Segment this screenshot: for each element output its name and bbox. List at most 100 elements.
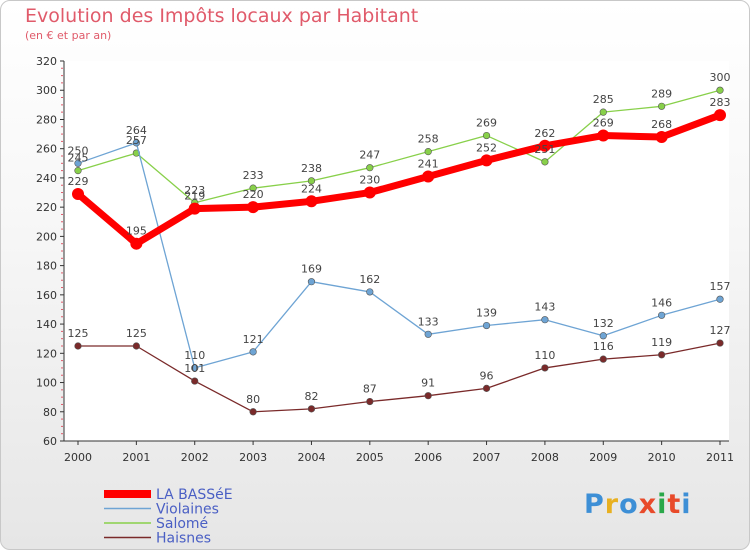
data-point — [599, 332, 607, 340]
y-tick-label: 100 — [36, 377, 57, 390]
x-tick-label: 2004 — [297, 451, 325, 464]
data-point — [714, 109, 726, 122]
y-tick-label: 300 — [36, 84, 57, 97]
data-label: 82 — [304, 390, 318, 403]
data-point — [366, 288, 374, 296]
data-label: 262 — [534, 127, 555, 140]
data-label: 143 — [534, 301, 555, 314]
data-label: 283 — [710, 96, 731, 109]
y-tick-label: 80 — [43, 406, 57, 419]
data-label: 125 — [68, 327, 89, 340]
data-point — [716, 295, 724, 303]
data-label: 110 — [184, 349, 205, 362]
data-label: 229 — [68, 175, 89, 188]
data-point — [132, 139, 140, 147]
plot-area — [64, 61, 729, 441]
data-point — [716, 86, 724, 94]
x-tick-label: 2010 — [648, 451, 676, 464]
x-tick-label: 2008 — [531, 451, 559, 464]
data-label: 195 — [126, 225, 147, 238]
data-point — [482, 131, 491, 140]
data-label: 257 — [126, 134, 147, 147]
data-label: 224 — [301, 182, 322, 195]
data-point — [247, 201, 260, 214]
data-point — [597, 129, 610, 142]
data-point — [424, 148, 432, 156]
legend-label: Salomé — [156, 516, 208, 532]
data-point — [74, 342, 82, 350]
data-label: 269 — [476, 117, 497, 130]
data-label: 238 — [301, 162, 322, 175]
data-point — [655, 131, 668, 143]
data-label: 252 — [476, 141, 497, 154]
data-point — [366, 397, 374, 406]
x-tick-label: 2005 — [356, 451, 384, 464]
data-label: 245 — [68, 152, 89, 165]
series-line-Violaines — [77, 142, 721, 369]
data-label: 289 — [651, 87, 672, 100]
data-label: 157 — [710, 280, 731, 293]
x-tick-label: 2011 — [706, 451, 734, 464]
data-label: 250 — [68, 144, 89, 157]
y-tick-label: 180 — [36, 260, 57, 273]
y-tick-label: 240 — [36, 172, 57, 185]
data-point — [716, 339, 724, 347]
data-label: 264 — [126, 124, 147, 137]
data-point — [599, 355, 607, 363]
data-point — [191, 377, 199, 385]
legend-label: Violaines — [156, 502, 219, 518]
data-label: 258 — [418, 133, 439, 146]
legend-label: Haisnes — [156, 531, 211, 547]
y-tick-label: 320 — [36, 55, 57, 68]
y-tick-label: 140 — [36, 318, 57, 331]
data-label: 127 — [710, 324, 731, 337]
data-label: 80 — [246, 393, 260, 406]
data-label: 223 — [184, 184, 205, 197]
data-point — [363, 186, 376, 199]
data-point — [249, 408, 257, 416]
data-label: 285 — [593, 93, 614, 106]
data-label: 132 — [593, 317, 614, 330]
data-label: 162 — [359, 273, 380, 286]
x-tick-label: 2002 — [181, 451, 209, 464]
data-point — [307, 177, 316, 185]
data-point — [366, 164, 374, 172]
y-tick-label: 200 — [36, 230, 57, 243]
data-point — [541, 364, 549, 372]
data-point — [191, 364, 199, 372]
y-tick-label: 220 — [36, 201, 57, 214]
data-point — [249, 184, 257, 192]
data-point — [424, 392, 432, 400]
data-label: 91 — [421, 377, 435, 390]
data-label: 230 — [359, 174, 380, 187]
x-tick-label: 2003 — [239, 451, 267, 464]
x-tick-label: 2001 — [122, 451, 150, 464]
data-label: 247 — [359, 149, 380, 162]
data-point — [482, 321, 491, 330]
data-point — [188, 202, 201, 215]
x-tick-label: 2006 — [414, 451, 442, 464]
data-point — [249, 348, 257, 356]
y-tick-label: 260 — [36, 143, 57, 156]
data-point — [74, 167, 82, 175]
data-point — [72, 188, 84, 200]
proxiti-logo: Proxiti — [584, 489, 692, 520]
data-point — [482, 384, 491, 392]
data-point — [658, 102, 666, 110]
data-point — [422, 170, 435, 183]
data-label: 169 — [301, 263, 322, 276]
x-tick-label: 2000 — [64, 451, 92, 464]
y-tick-label: 60 — [43, 435, 57, 448]
x-tick-label: 2007 — [473, 451, 501, 464]
data-label: 110 — [534, 349, 555, 362]
data-point — [130, 237, 143, 250]
data-label: 87 — [363, 383, 377, 396]
data-point — [307, 405, 316, 413]
chart-subtitle: (en € et par an) — [25, 29, 112, 42]
data-label: 146 — [651, 296, 672, 309]
data-point — [541, 316, 549, 324]
data-label: 116 — [593, 340, 614, 353]
data-point — [541, 158, 549, 166]
data-point — [599, 108, 607, 116]
